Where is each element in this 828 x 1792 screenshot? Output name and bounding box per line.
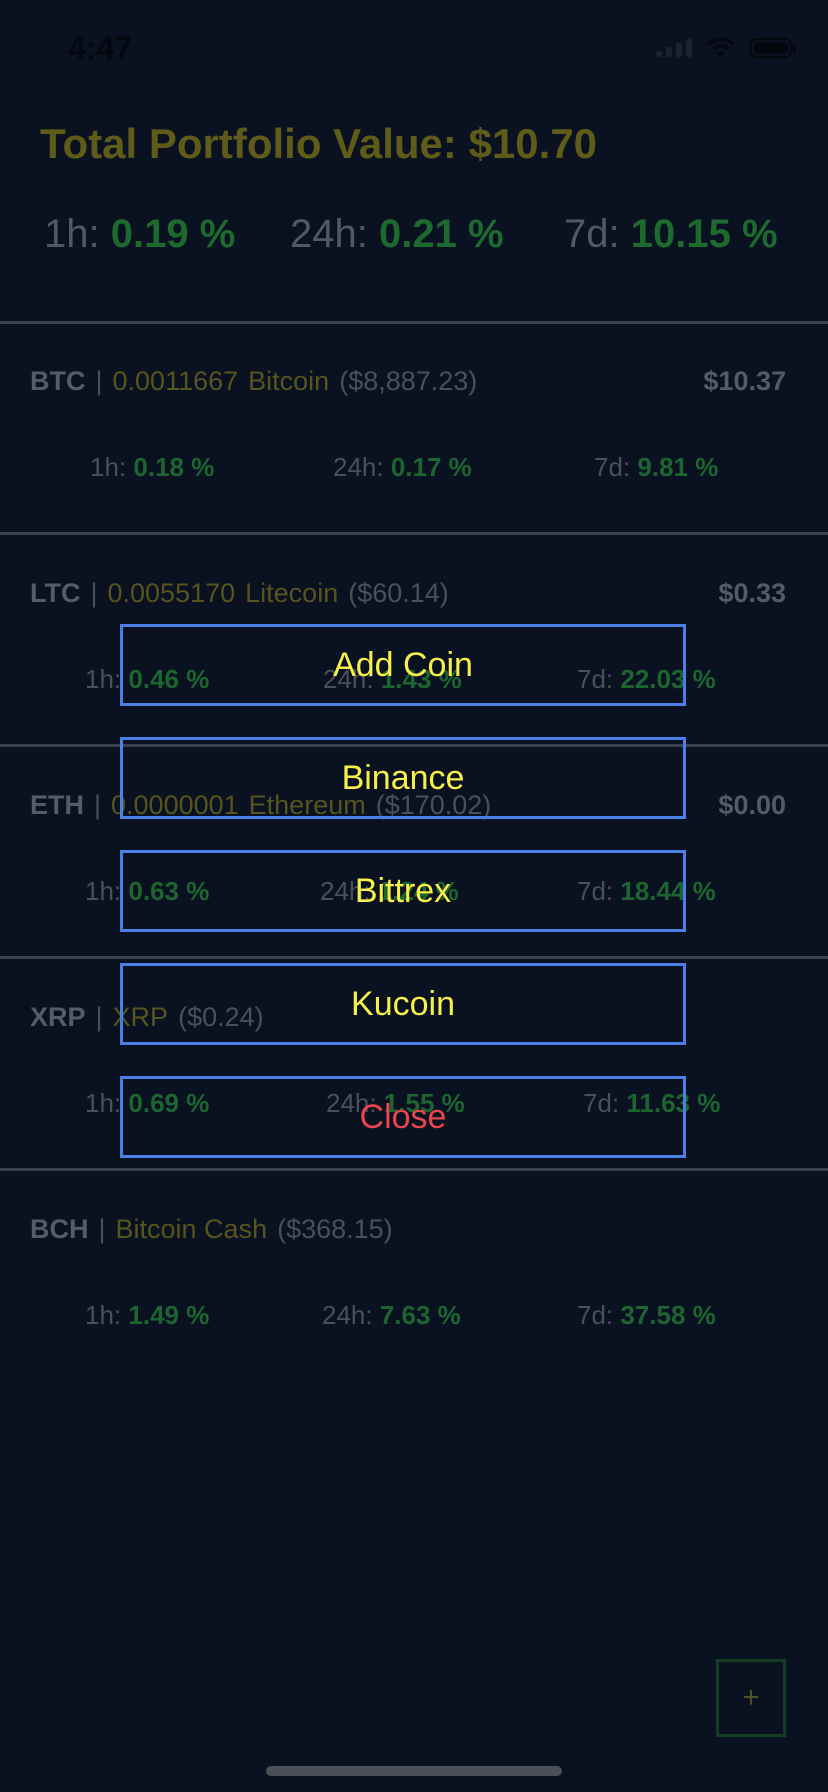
coin-row-eth[interactable]: ETH | 0.0000001 Ethereum ($170.02): [30, 790, 491, 821]
coin-price: ($60.14): [348, 578, 449, 608]
coin-change-1h: 1h: 1.49 %: [85, 1300, 210, 1330]
coin-name: Litecoin: [245, 578, 339, 608]
divider: [0, 532, 828, 535]
coin-change-7d: 7d: 22.03 %: [577, 664, 716, 694]
home-indicator[interactable]: [266, 1766, 562, 1776]
portfolio-change-7d: 7d: 10.15 %: [564, 212, 778, 256]
coin-change-24h: 24h: 1.55 %: [326, 1088, 465, 1118]
coin-price: ($8,887.23): [339, 366, 478, 396]
coin-symbol: ETH: [30, 790, 84, 820]
add-button[interactable]: +: [716, 1659, 786, 1737]
kucoin-button[interactable]: Kucoin: [120, 963, 686, 1045]
coin-change-24h: 24h: 0.17 %: [333, 452, 472, 482]
coin-price: ($170.02): [375, 790, 492, 820]
bittrex-button[interactable]: Bittrex: [120, 850, 686, 932]
coin-row-btc[interactable]: BTC | 0.0011667 Bitcoin ($8,887.23): [30, 366, 477, 397]
coin-change-1h: 1h: 0.63 %: [85, 876, 210, 906]
status-icons: [656, 36, 796, 60]
coin-price: ($0.24): [178, 1002, 264, 1032]
coin-symbol: BTC: [30, 366, 86, 396]
coin-name: Bitcoin: [248, 366, 330, 396]
divider: [0, 744, 828, 747]
coin-name: Ethereum: [248, 790, 366, 820]
coin-amount: 0.0055170: [107, 578, 236, 608]
coin-name: Bitcoin Cash: [115, 1214, 268, 1244]
coin-row-ltc[interactable]: LTC | 0.0055170 Litecoin ($60.14): [30, 578, 449, 609]
binance-button[interactable]: Binance: [120, 737, 686, 819]
separator: |: [90, 578, 98, 608]
separator: |: [98, 1214, 106, 1244]
separator: |: [94, 790, 102, 820]
add-coin-button[interactable]: Add Coin: [120, 624, 686, 706]
coin-change-24h: 24h: 7.63 %: [322, 1300, 461, 1330]
cellular-signal-icon: [656, 39, 692, 57]
coin-amount: 0.0011667: [112, 366, 239, 396]
coin-value: $10.37: [703, 366, 786, 396]
portfolio-change-1h: 1h: 0.19 %: [44, 212, 236, 256]
close-button[interactable]: Close: [120, 1076, 686, 1158]
coin-symbol: LTC: [30, 578, 81, 608]
coin-change-1h: 1h: 0.46 %: [85, 664, 210, 694]
coin-change-7d: 7d: 9.81 %: [594, 452, 719, 482]
coin-change-7d: 7d: 18.44 %: [577, 876, 716, 906]
coin-change-7d: 7d: 37.58 %: [577, 1300, 716, 1330]
coin-change-7d: 7d: 11.63 %: [583, 1088, 721, 1118]
coin-row-bch[interactable]: BCH | Bitcoin Cash ($368.15): [30, 1214, 393, 1245]
separator: |: [95, 1002, 103, 1032]
coin-change-1h: 1h: 0.18 %: [90, 452, 215, 482]
coin-change-1h: 1h: 0.69 %: [85, 1088, 210, 1118]
coin-amount: 0.0000001: [111, 790, 239, 820]
divider: [0, 956, 828, 959]
portfolio-change-24h: 24h: 0.21 %: [290, 212, 504, 256]
coin-symbol: XRP: [30, 1002, 86, 1032]
battery-icon: [750, 38, 796, 58]
divider: [0, 321, 828, 324]
divider: [0, 1168, 828, 1171]
coin-value: $0.33: [718, 578, 786, 608]
coin-price: ($368.15): [277, 1214, 393, 1244]
wifi-icon: [707, 37, 735, 58]
separator: |: [95, 366, 103, 396]
coin-value: $0.00: [718, 790, 786, 820]
coin-symbol: BCH: [30, 1214, 89, 1244]
coin-change-24h: 24h: 1.43 %: [323, 664, 462, 694]
coin-change-24h: 24h: 1.24 %: [320, 876, 459, 906]
portfolio-total-value: Total Portfolio Value: $10.70: [40, 120, 598, 167]
status-time: 4:47: [68, 30, 133, 66]
